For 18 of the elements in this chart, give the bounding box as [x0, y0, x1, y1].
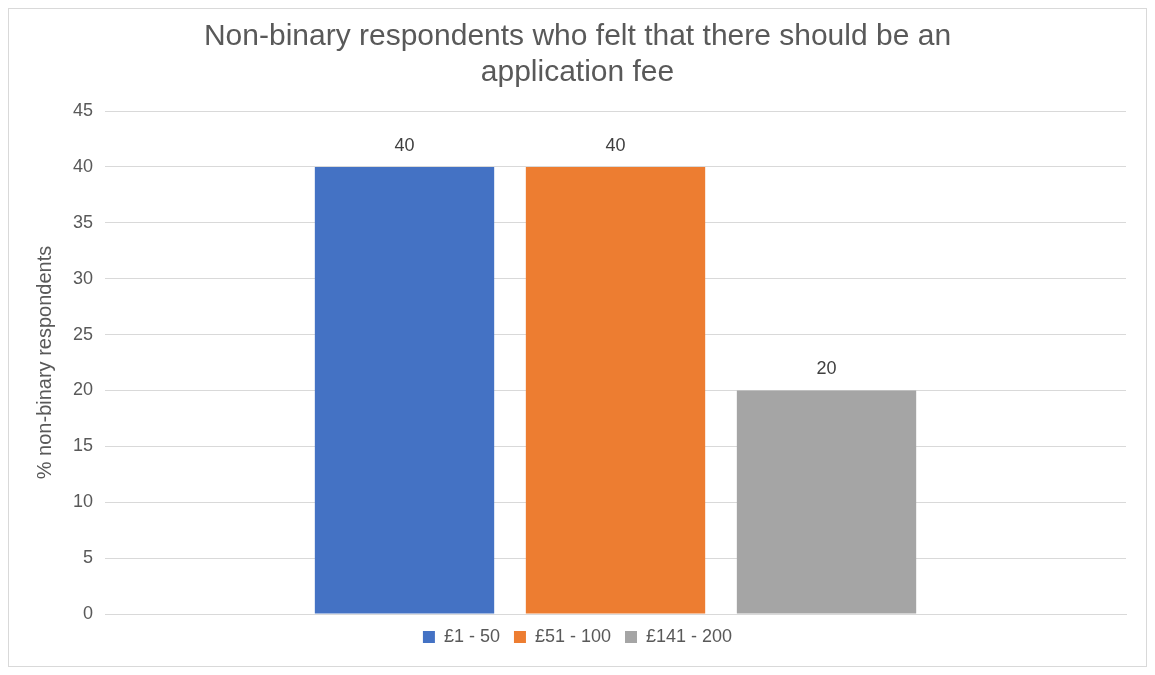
legend-label: £51 - 100	[534, 625, 612, 646]
y-tick-label: 30	[72, 267, 94, 288]
y-tick-label: 40	[72, 155, 94, 176]
y-tick-label: 15	[72, 435, 94, 456]
y-axis-title: % non-binary respondents	[32, 245, 55, 480]
y-tick-label: 20	[72, 379, 94, 400]
data-label: 20	[816, 358, 837, 379]
legend-label: £1 - 50	[443, 625, 500, 646]
data-label: 40	[394, 134, 415, 155]
legend-label: £141 - 200	[646, 625, 733, 646]
y-tick-label: 45	[72, 99, 94, 120]
y-tick-label: 10	[72, 491, 94, 512]
data-label: 40	[605, 134, 626, 155]
y-tick-label: 35	[72, 211, 94, 232]
y-tick-label: 25	[72, 323, 94, 344]
chart-title: Non-binary respondents who felt that there should be an application fee	[203, 18, 952, 88]
y-tick-label: 5	[83, 547, 94, 568]
y-tick-label: 0	[83, 602, 94, 623]
